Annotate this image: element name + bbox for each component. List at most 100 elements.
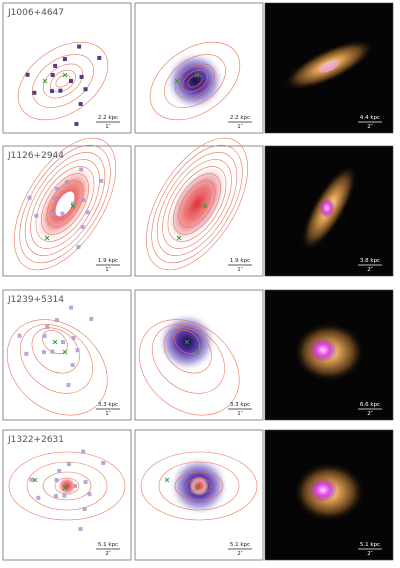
contour <box>31 327 80 374</box>
pixel <box>99 178 104 183</box>
panel: J1006+4647 2.2 kpc 1″ <box>2 2 132 134</box>
contour <box>19 144 111 264</box>
contour <box>35 166 95 242</box>
nucleus-marker <box>164 477 170 483</box>
pixel <box>89 316 94 321</box>
contour <box>54 477 80 495</box>
pixel <box>62 493 67 498</box>
contour <box>162 159 232 249</box>
pixel <box>25 72 30 77</box>
pixel <box>77 44 82 49</box>
contour <box>151 324 225 394</box>
galaxy-core <box>319 61 339 73</box>
scale-angle: 1″ <box>105 124 111 130</box>
pixel <box>64 180 69 185</box>
scale-label: 1.9 kpc <box>98 258 118 264</box>
pixel <box>69 305 74 310</box>
contour <box>173 173 221 235</box>
pixel <box>75 348 80 353</box>
scale-angle: 2″ <box>237 551 243 557</box>
scale-angle: 2″ <box>367 411 373 417</box>
contour <box>186 477 212 495</box>
pixel <box>73 484 77 488</box>
contour <box>30 159 100 249</box>
contour <box>163 327 212 374</box>
pixel <box>51 212 56 217</box>
scale-angle: 1″ <box>237 267 243 273</box>
nucleus-marker <box>70 203 76 209</box>
nucleus-marker <box>62 349 68 355</box>
nucleus-marker <box>194 485 200 491</box>
pixel <box>66 382 71 387</box>
row-label: J1239+5314 <box>7 295 64 305</box>
scale-label: 3.8 kpc <box>360 258 380 264</box>
contour <box>24 152 106 256</box>
contour <box>151 144 243 264</box>
pixel <box>71 202 75 206</box>
pixel <box>57 468 62 473</box>
galaxy-core <box>309 478 337 502</box>
pixel <box>69 79 73 83</box>
panel-frame <box>2 289 132 421</box>
scale-label: 1.9 kpc <box>230 258 250 264</box>
pixel <box>50 72 55 77</box>
pixel <box>81 449 86 454</box>
contour <box>156 152 238 256</box>
nucleus-marker <box>52 339 58 345</box>
scale-angle: 1″ <box>105 411 111 417</box>
pixel <box>42 333 47 338</box>
galaxy-core <box>319 198 335 218</box>
pixel <box>71 335 76 340</box>
nucleus-marker <box>62 72 68 78</box>
contour <box>174 471 224 501</box>
contour <box>138 319 240 416</box>
scale-angle: 2″ <box>367 124 373 130</box>
galaxy-core <box>309 338 337 362</box>
emission-core <box>166 164 228 244</box>
contour <box>182 69 208 93</box>
contour <box>6 319 108 416</box>
nucleus-marker <box>176 235 182 241</box>
pixel <box>41 350 46 355</box>
scale-label: 2.2 kpc <box>230 115 250 121</box>
nucleus-marker <box>32 477 38 483</box>
pixel <box>74 121 79 126</box>
pixel <box>24 351 29 356</box>
contour <box>140 451 258 521</box>
pixel <box>29 477 34 482</box>
scale-angle: 2″ <box>105 551 111 557</box>
pixel <box>55 186 60 191</box>
pixel <box>101 460 106 465</box>
contour <box>183 187 211 221</box>
pixel <box>54 318 59 323</box>
nucleus-marker <box>184 339 190 345</box>
contour <box>50 69 76 93</box>
contour <box>174 63 216 99</box>
pixel <box>70 363 75 368</box>
contour <box>32 54 94 108</box>
contour <box>17 41 109 121</box>
panel: 1.9 kpc 1″ <box>134 137 264 277</box>
scale-label: 5.1 kpc <box>98 542 118 548</box>
masked-core <box>55 191 75 217</box>
contour <box>167 166 227 242</box>
panel: 5.1 kpc 2″ <box>134 429 264 561</box>
pixel <box>53 494 58 499</box>
panel-frame <box>2 2 132 134</box>
pixel <box>97 55 102 60</box>
contour <box>42 63 84 99</box>
scale-label: 2.2 kpc <box>98 115 118 121</box>
pixel <box>79 74 84 79</box>
scale-angle: 1″ <box>237 411 243 417</box>
contour <box>178 180 216 228</box>
scale-label: 5.1 kpc <box>360 542 380 548</box>
pixel <box>49 89 54 94</box>
pixel <box>66 462 71 467</box>
scale-label: 6.6 kpc <box>360 402 380 408</box>
pixel <box>53 63 58 68</box>
pixel <box>81 197 86 202</box>
pixel <box>60 211 65 216</box>
scale-label: 3.3 kpc <box>98 402 118 408</box>
contour <box>158 461 240 511</box>
row-label: J1126+2944 <box>7 151 64 161</box>
